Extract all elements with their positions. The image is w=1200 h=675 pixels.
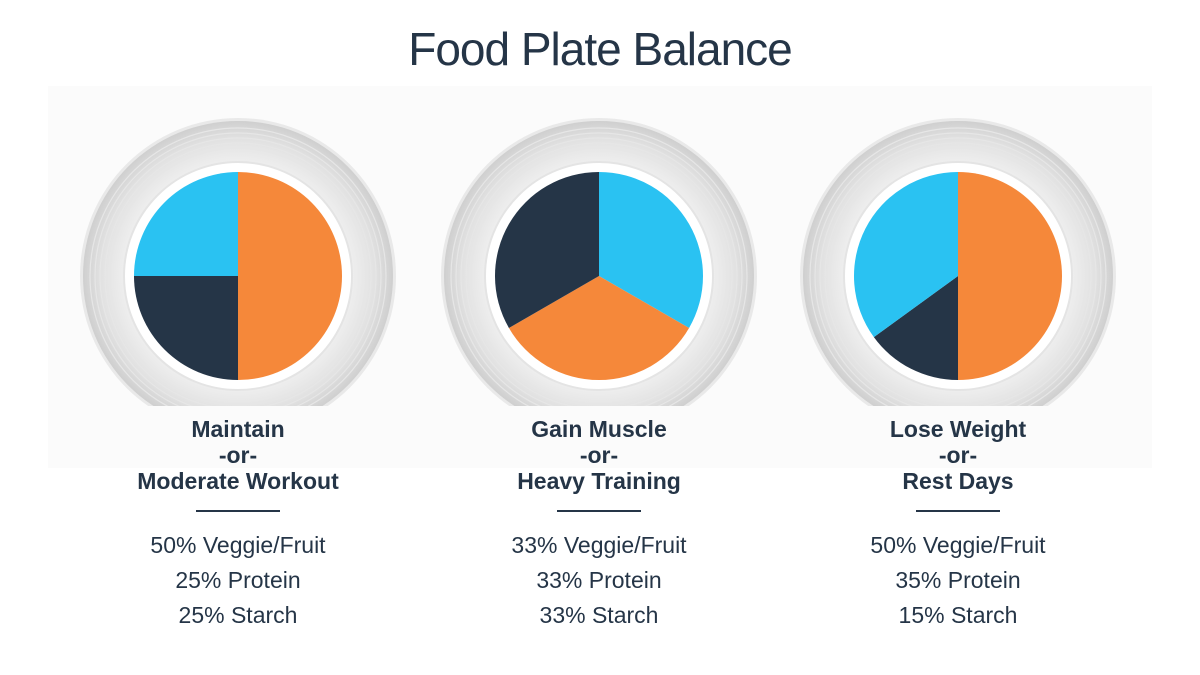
heading-line: Heavy Training: [517, 468, 681, 494]
plate-graphic: [441, 118, 757, 406]
pie-slice-protein: [134, 276, 238, 380]
plate-ridge: [450, 127, 748, 406]
stat-line: 25% Starch: [178, 602, 298, 628]
heading-line: Gain Muscle: [531, 416, 667, 442]
pie-slice-starch: [853, 172, 958, 338]
pie-slice-protein: [873, 276, 958, 380]
plate-ridge: [809, 127, 1107, 406]
plate-stats: 50% Veggie/Fruit 35% Protein 15% Starch: [778, 528, 1138, 633]
stat-line: 33% Veggie/Fruit: [511, 532, 687, 558]
stat-line: 33% Starch: [539, 602, 659, 628]
divider: [916, 510, 1000, 512]
stat-line: 33% Protein: [536, 567, 662, 593]
divider: [196, 510, 280, 512]
plate-graphic: [800, 118, 1116, 406]
heading-line: -or-: [579, 442, 619, 468]
pie-slice-starch: [599, 172, 704, 328]
plate-ridge: [470, 147, 728, 405]
heading-line: Rest Days: [902, 468, 1014, 494]
pie-slice-veggie-fruit: [958, 172, 1062, 380]
heading-line: -or-: [218, 442, 258, 468]
plate-heading: Maintain -or- Moderate Workout: [58, 416, 418, 494]
stat-line: 35% Protein: [895, 567, 1021, 593]
plate-ridge: [104, 142, 372, 406]
plate-ridge: [460, 137, 738, 406]
plate-stats: 33% Veggie/Fruit 33% Protein 33% Starch: [419, 528, 779, 633]
plate-ridge: [109, 147, 367, 405]
plate-stats: 50% Veggie/Fruit 25% Protein 25% Starch: [58, 528, 418, 633]
plate-panel-lose: Lose Weight -or- Rest Days 50% Veggie/Fr…: [778, 86, 1138, 646]
plate-ridge: [89, 127, 387, 406]
plate-heading: Lose Weight -or- Rest Days: [778, 416, 1138, 494]
heading-line: Moderate Workout: [137, 468, 339, 494]
plate-ridge: [814, 132, 1102, 406]
stat-line: 50% Veggie/Fruit: [150, 532, 326, 558]
stat-line: 15% Starch: [898, 602, 1018, 628]
pie-slice-veggie-fruit: [238, 172, 342, 380]
plate-graphic: [80, 118, 396, 406]
plate-panel-maintain: Maintain -or- Moderate Workout 50% Veggi…: [58, 86, 418, 646]
plate-panel-gain: Gain Muscle -or- Heavy Training 33% Vegg…: [419, 86, 779, 646]
page-title: Food Plate Balance: [408, 23, 793, 75]
plate-ridge: [455, 132, 743, 406]
plate-ridge: [819, 137, 1097, 406]
stat-line: 25% Protein: [175, 567, 301, 593]
plate-ridge: [99, 137, 377, 406]
heading-line: -or-: [938, 442, 978, 468]
plate-heading: Gain Muscle -or- Heavy Training: [419, 416, 779, 494]
stat-line: 50% Veggie/Fruit: [870, 532, 1046, 558]
plate-ridge: [824, 142, 1092, 406]
pie-slice-protein: [494, 172, 599, 328]
plate-ridge: [94, 132, 382, 406]
divider: [557, 510, 641, 512]
heading-line: Maintain: [191, 416, 285, 442]
pie-slice-starch: [134, 172, 238, 276]
plate-ridge: [465, 142, 733, 406]
plate-ridge: [829, 147, 1087, 405]
pie-slice-veggie-fruit: [508, 276, 690, 381]
heading-line: Lose Weight: [889, 416, 1027, 442]
